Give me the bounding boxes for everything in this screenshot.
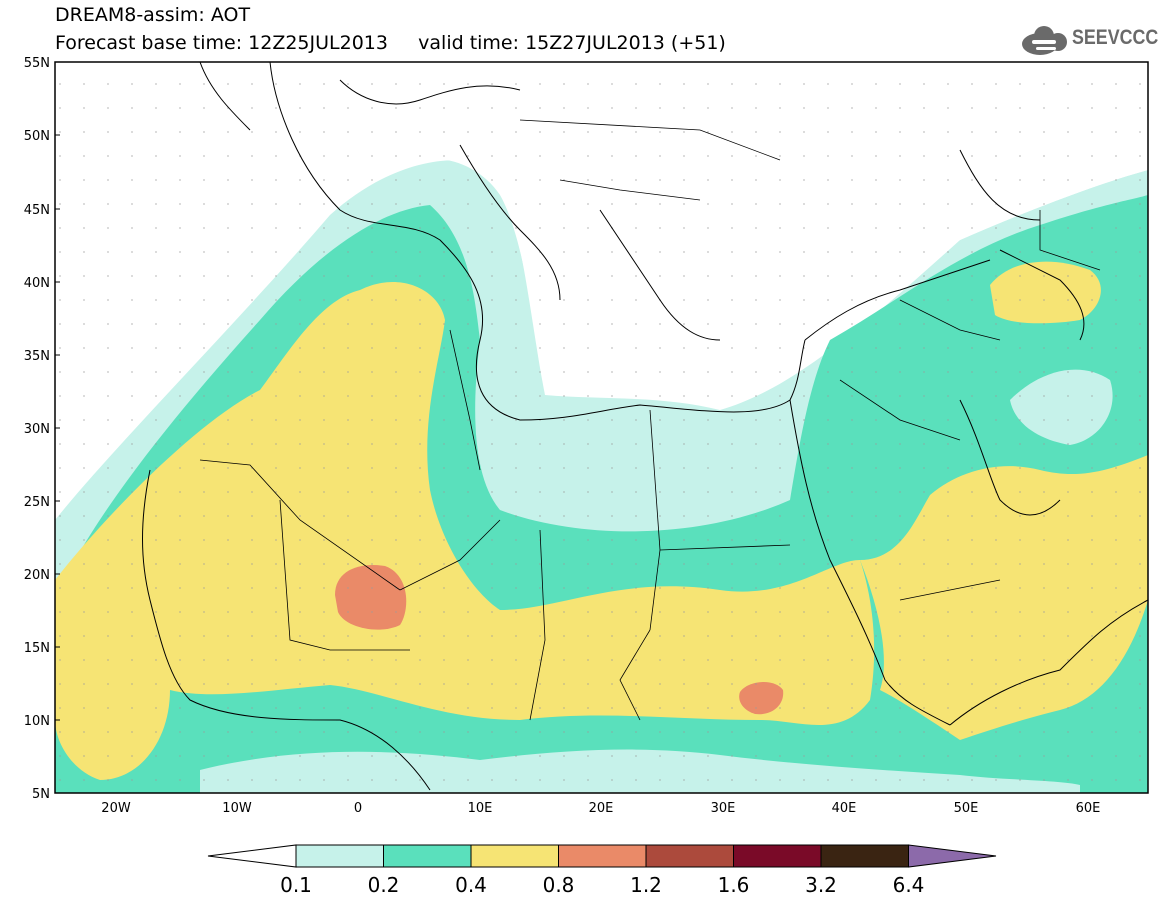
colorbar-segment [558, 844, 647, 868]
lon-label: 50E [954, 801, 979, 816]
map-frame [54, 61, 1149, 794]
colorbar-segment [645, 844, 734, 868]
lat-label: 40N [24, 276, 50, 291]
lon-label: 20E [589, 801, 614, 816]
lat-label: 35N [24, 349, 50, 364]
graticule-ticks [55, 134, 60, 721]
colorbar-labels: 0.1 0.2 0.4 0.8 1.2 1.6 3.2 6.4 [280, 873, 924, 897]
lon-label: 0 [354, 801, 362, 816]
colorbar-label: 3.2 [805, 873, 837, 897]
lon-label: 10W [222, 801, 252, 816]
colorbar-label: 0.1 [280, 873, 312, 897]
lat-label: 30N [24, 422, 50, 437]
lon-label: 40E [832, 801, 857, 816]
colorbar-label: 0.8 [543, 873, 575, 897]
colorbar-segment-over [908, 844, 997, 868]
colorbar-label: 6.4 [893, 873, 925, 897]
colorbar-label: 0.4 [455, 873, 487, 897]
coastlines [142, 62, 1148, 791]
lat-label: 20N [24, 568, 50, 583]
logo-text: SEEVCCC [1072, 26, 1159, 49]
longitude-labels: 20W 10W 0 10E 20E 30E 40E 50E 60E [101, 801, 1100, 816]
lat-label: 50N [24, 129, 50, 144]
lat-label: 5N [32, 787, 50, 802]
colorbar [207, 844, 997, 868]
lat-label: 10N [24, 714, 50, 729]
colorbar-segment [470, 844, 559, 868]
lat-label: 55N [24, 56, 50, 71]
latitude-labels: 55N 50N 45N 40N 35N 30N 25N 20N 15N 10N … [24, 56, 50, 802]
lat-label: 45N [24, 203, 50, 218]
map-subtitle: Forecast base time: 12Z25JUL2013 valid t… [55, 32, 726, 54]
colorbar-segment [295, 844, 384, 868]
cloud-icon [1022, 26, 1067, 55]
map-grid-dots [55, 62, 1148, 793]
lon-label: 10E [468, 801, 493, 816]
lon-label: 30E [711, 801, 736, 816]
colorbar-label: 0.2 [368, 873, 400, 897]
lon-label: 60E [1076, 801, 1101, 816]
map-title: DREAM8-assim: AOT [55, 4, 251, 26]
colorbar-segment [820, 844, 909, 868]
country-borders [199, 119, 1101, 721]
colorbar-label: 1.6 [718, 873, 750, 897]
lon-label: 20W [101, 801, 131, 816]
colorbar-segment-under [207, 844, 297, 868]
lat-label: 25N [24, 495, 50, 510]
colorbar-segment [383, 844, 472, 868]
colorbar-label: 1.2 [630, 873, 662, 897]
colorbar-segment [733, 844, 822, 868]
lat-label: 15N [24, 641, 50, 656]
